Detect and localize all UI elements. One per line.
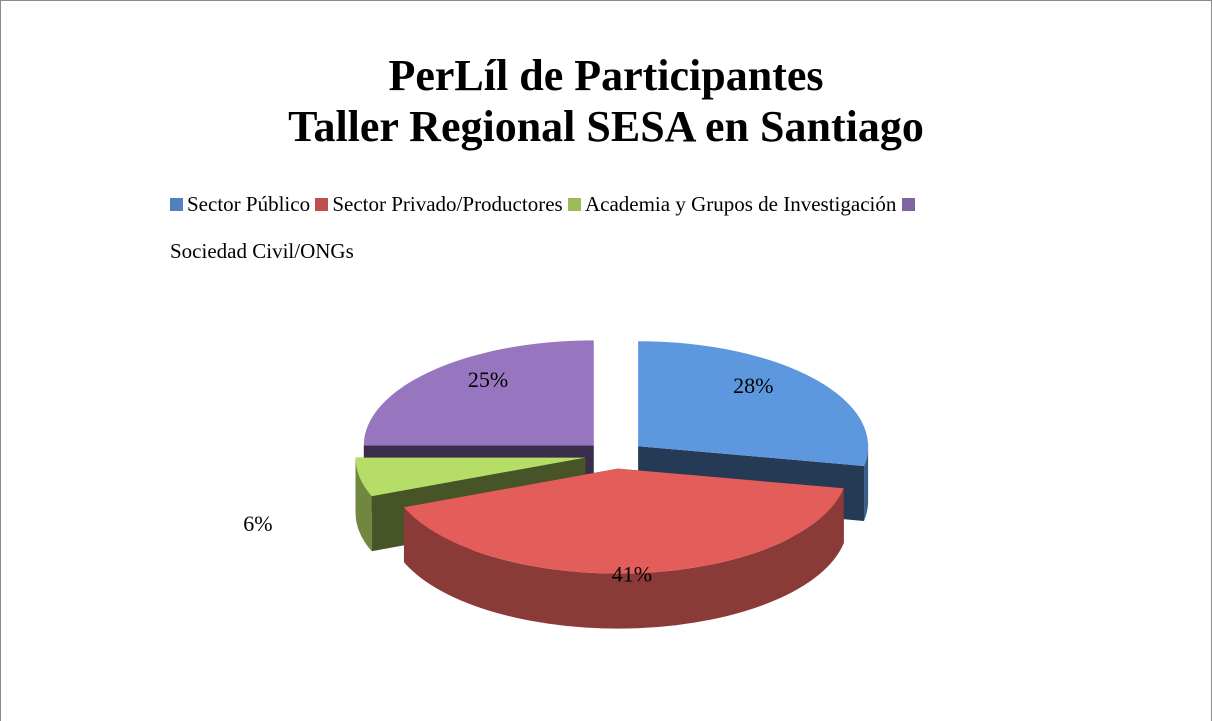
slice [638,341,869,466]
legend-item: Sector Público [170,192,310,216]
legend-swatch [901,198,915,211]
legend-swatch [567,198,581,211]
legend-label: Sector Público [187,192,311,216]
slice-wall [864,446,869,521]
legend-label: Sociedad Civil/ONGs [170,239,354,263]
data-label: 41% [612,562,652,587]
data-label: 6% [243,511,272,536]
data-label: 25% [468,367,508,392]
legend-item: Sociedad Civil/ONGs [170,192,919,263]
legend-swatch [315,198,329,211]
legend-label: Academia y Grupos de Investigación [584,192,897,216]
slice-wall [355,457,372,552]
slice [403,468,844,574]
legend: Sector Público Sector Privado/Productore… [170,181,970,275]
legend-item: Academia y Grupos de Investigación [567,192,897,216]
slice [355,457,586,497]
legend-item: Sector Privado/Productores [315,192,563,216]
chart-title: Taller Regional SESA en Santiago [288,102,924,151]
legend-label: Sector Privado/Productores [332,192,563,216]
slice-group [403,468,844,629]
chart-title: PerLíl de Participantes [388,51,823,100]
slice-wall [403,488,844,629]
data-label: 28% [733,373,773,398]
slice [363,340,594,446]
legend-swatch [170,198,183,211]
